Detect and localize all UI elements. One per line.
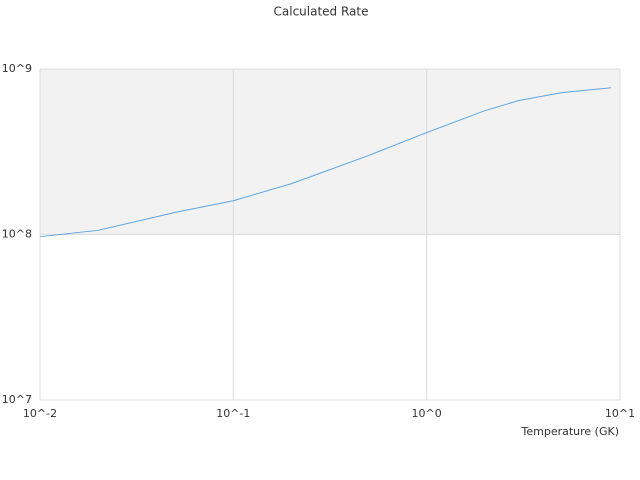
y-tick-label: 10^9: [2, 62, 32, 75]
x-tick-label: 10^0: [412, 407, 442, 420]
x-tick-label: 10^1: [605, 407, 635, 420]
y-tick-label: 10^8: [2, 228, 32, 241]
grid-band: [40, 69, 620, 235]
y-tick-label: 10^7: [2, 393, 32, 406]
x-axis-label: Temperature (GK): [521, 425, 620, 438]
data-line: [39, 87, 612, 238]
chart-title: Calculated Rate: [274, 5, 369, 19]
x-tick-label: 10^-1: [216, 407, 250, 420]
x-tick-label: 10^-2: [23, 407, 57, 420]
